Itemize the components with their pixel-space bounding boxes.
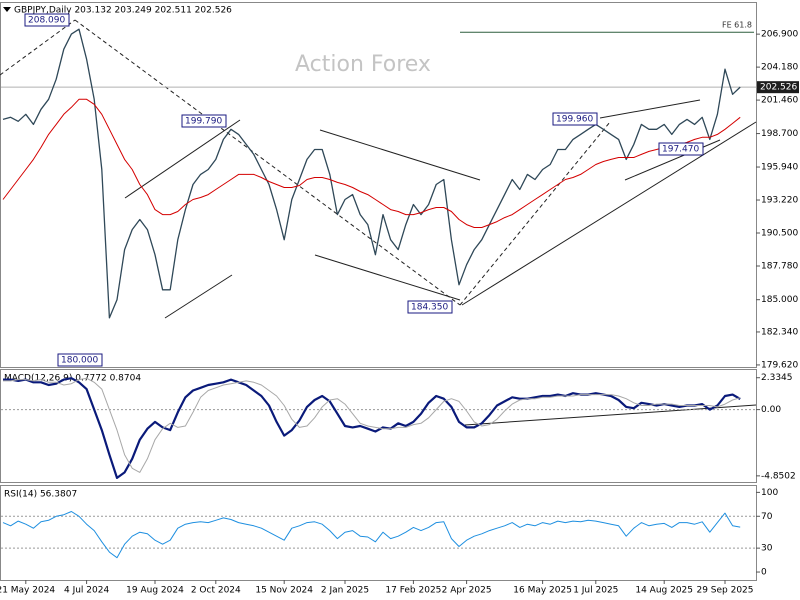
series-line	[3, 377, 741, 479]
trendline	[319, 129, 481, 181]
annotation: 197.470	[662, 145, 699, 155]
series-line	[2, 511, 741, 559]
trendline	[459, 121, 611, 306]
x-tick-label: 21 May 2024	[0, 586, 55, 596]
title-marker	[3, 7, 11, 12]
x-tick-label: 16 May 2025	[513, 586, 572, 596]
last-price-label: 202.526	[760, 83, 797, 93]
annotation-box	[181, 114, 227, 128]
y-tick-label: -4.8502	[761, 471, 796, 481]
annotation-box	[407, 300, 453, 314]
annotation: 180.000	[61, 356, 98, 366]
last-price-box	[757, 81, 799, 94]
x-tick-label: 17 Feb 2025	[385, 586, 441, 596]
annotation: 199.960	[556, 115, 593, 125]
fibo-label: FE 61.8	[722, 21, 752, 30]
trendline	[164, 274, 233, 319]
trendlines	[0, 19, 757, 426]
y-tick-label: 187.780	[761, 261, 798, 271]
y-tick-label: 206.900	[761, 30, 798, 40]
y-tick-label: 195.940	[761, 163, 798, 173]
annotation-box	[658, 142, 704, 156]
trendline	[624, 139, 721, 181]
series-line	[3, 377, 741, 473]
y-tick-label: 190.500	[761, 229, 798, 239]
y-tick-label: 30	[761, 544, 773, 554]
trendline	[0, 19, 76, 76]
annotation-box	[57, 353, 103, 367]
y-tick-label: 2.3345	[761, 373, 793, 383]
annotation: 184.350	[411, 303, 448, 313]
x-tick-label: 29 Sep 2025	[696, 586, 753, 596]
x-tick-label: 2 Apr 2025	[442, 586, 492, 596]
y-tick-label: 0.00	[761, 405, 781, 415]
y-tick-label: 201.460	[761, 96, 798, 106]
trendline	[74, 19, 461, 306]
x-tick-label: 14 Aug 2025	[635, 586, 693, 596]
y-tick-label: 198.700	[761, 129, 798, 139]
x-tick-label: 4 Jul 2024	[64, 586, 109, 596]
x-tick-label: 2 Jan 2025	[321, 586, 369, 596]
y-tick-label: 185.000	[761, 295, 798, 305]
x-tick-label: 15 Nov 2024	[255, 586, 313, 596]
rsi-frame	[0, 485, 757, 581]
price-title: GBPJPY,Daily 203.132 203.249 202.511 202…	[14, 6, 232, 16]
macd-frame	[0, 369, 757, 483]
trendline	[599, 99, 701, 119]
y-tick-label: 0	[761, 568, 767, 578]
annotation-box	[552, 112, 598, 126]
y-tick-label: 182.340	[761, 327, 798, 337]
y-tick-label: 70	[761, 512, 773, 522]
y-tick-label: 179.620	[761, 360, 798, 370]
y-tick-label: 193.220	[761, 196, 798, 206]
series-line	[2, 98, 741, 228]
rsi-title: RSI(14) 56.3807	[4, 490, 77, 500]
x-tick-label: 19 Aug 2024	[126, 586, 184, 596]
trendline	[124, 119, 241, 199]
series-line	[2, 28, 741, 319]
x-tick-label: 1 Jul 2025	[573, 586, 618, 596]
y-tick-label: 100	[761, 488, 778, 498]
x-tick-label: 2 Oct 2024	[191, 586, 241, 596]
watermark: Action Forex	[295, 52, 431, 77]
trendline	[314, 254, 461, 301]
y-tick-label: 204.180	[761, 63, 798, 73]
annotation-box	[24, 13, 70, 27]
annotation: 208.090	[28, 16, 65, 26]
price-frame	[0, 2, 757, 368]
annotation: 199.790	[185, 117, 222, 127]
trendline	[461, 121, 757, 306]
